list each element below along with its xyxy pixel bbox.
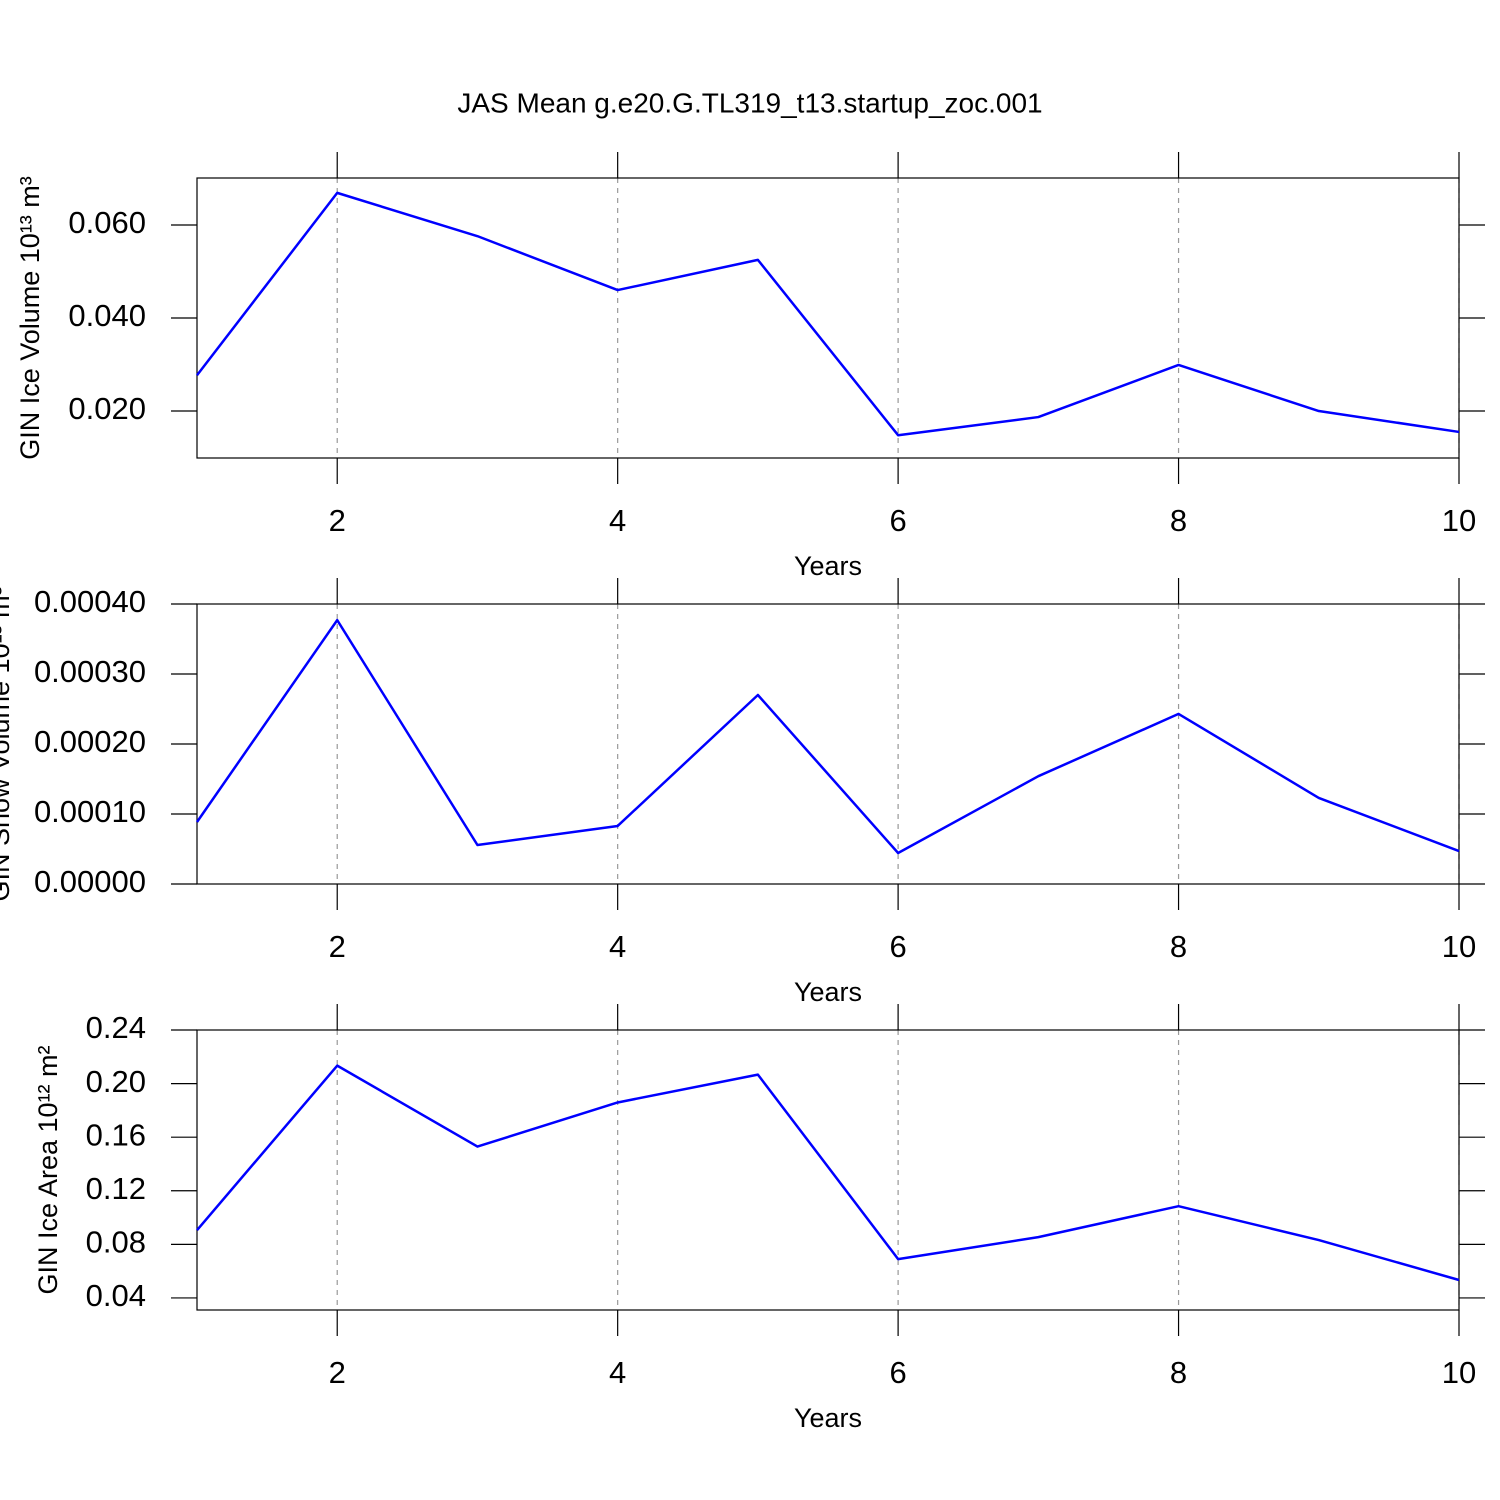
x-tick-label: 10: [1442, 1355, 1476, 1390]
x-tick-label: 8: [1170, 929, 1187, 964]
y-tick-label: 0.020: [68, 391, 146, 426]
y-tick-label: 0.08: [86, 1225, 146, 1260]
y-tick-label: 0.00030: [34, 654, 146, 689]
x-tick-label: 2: [329, 503, 346, 538]
y-tick-label: 0.00040: [34, 584, 146, 619]
x-tick-label: 6: [889, 503, 906, 538]
plot-frame: [196, 177, 1460, 459]
x-tick-label: 10: [1442, 929, 1476, 964]
figure-title: JAS Mean g.e20.G.TL319_t13.startup_zoc.0…: [457, 87, 1042, 118]
y-tick-label: 0.04: [86, 1278, 146, 1313]
x-tick-label: 6: [889, 929, 906, 964]
x-tick-label: 10: [1442, 503, 1476, 538]
plot-frame: [196, 603, 1460, 885]
y-axis-label: GIN Ice Volume 10¹³ m³: [15, 176, 45, 460]
x-tick-label: 8: [1170, 503, 1187, 538]
y-tick-label: 0.00010: [34, 794, 146, 829]
x-axis-label: Years: [794, 551, 862, 581]
y-axis-label: GIN Snow Volume 10¹³ m³: [0, 586, 15, 901]
y-tick-label: 0.24: [86, 1010, 146, 1045]
x-tick-label: 4: [609, 929, 626, 964]
data-line: [195, 618, 1460, 855]
x-tick-label: 4: [609, 1355, 626, 1390]
plot-frame: [196, 1029, 1460, 1311]
x-tick-label: 8: [1170, 1355, 1187, 1390]
x-tick-label: 2: [329, 1355, 346, 1390]
y-tick-label: 0.16: [86, 1117, 146, 1152]
x-tick-label: 2: [329, 929, 346, 964]
y-tick-label: 0.040: [68, 298, 146, 333]
data-line: [196, 1064, 1460, 1282]
x-axis-label: Years: [794, 977, 862, 1007]
y-tick-label: 0.00020: [34, 724, 146, 759]
y-tick-label: 0.00000: [34, 864, 146, 899]
y-tick-label: 0.060: [68, 205, 146, 240]
data-line: [196, 191, 1460, 437]
y-axis-label: GIN Ice Area 10¹² m²: [33, 1045, 63, 1294]
y-tick-label: 0.20: [86, 1064, 146, 1099]
x-axis-label: Years: [794, 1403, 862, 1433]
x-tick-label: 6: [889, 1355, 906, 1390]
x-tick-label: 4: [609, 503, 626, 538]
y-tick-label: 0.12: [86, 1171, 146, 1206]
